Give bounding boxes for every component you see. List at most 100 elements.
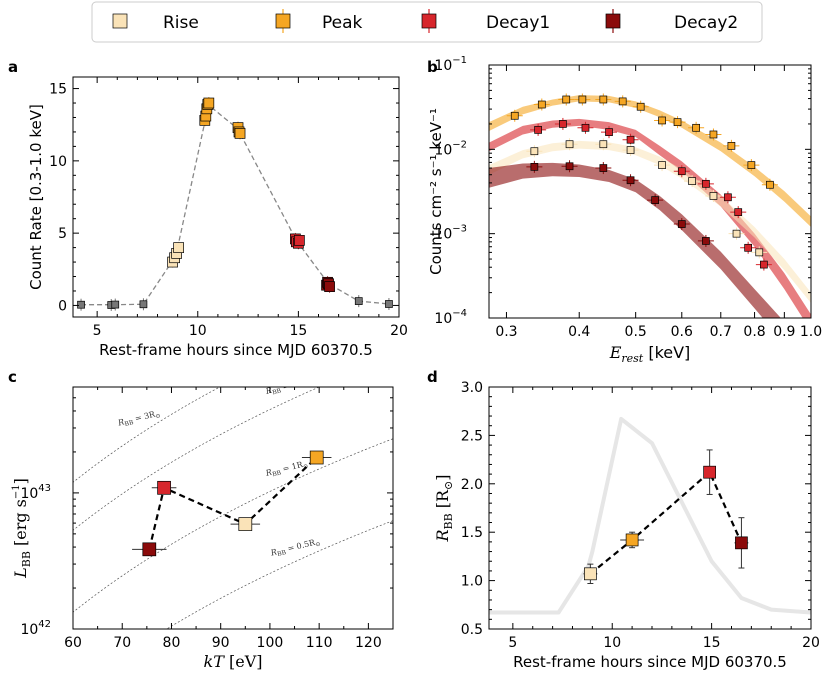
panel-a-xtick-label: 20 [390, 323, 408, 339]
panel-b-point-rise [732, 229, 741, 238]
panel-b-xtick-label: 0.3 [495, 324, 517, 340]
panel-b-ytick-exp: −4 [452, 308, 467, 319]
panel-b-point-decay1 [760, 260, 768, 269]
panel-b-point-rise [658, 161, 666, 169]
legend-marker-peak [275, 13, 291, 29]
panel-c-ylabel-unit: [erg s [11, 499, 30, 551]
panel-b-point-decay1 [534, 126, 542, 134]
panel-c-radius-label-sun: ⊙ [155, 412, 162, 420]
panel-c-radius-label-sun: ⊙ [302, 381, 309, 389]
panel-b-point-rise [755, 248, 764, 257]
panel-b-point-rise [626, 146, 635, 154]
panel-c-ytick-base: 10 [20, 486, 38, 502]
panel-label-a: a [8, 58, 18, 76]
panel-a-point-quiescent [139, 300, 148, 309]
panel-b-ytick-base: 10 [434, 227, 452, 243]
panel-b-point-decay2 [599, 164, 608, 172]
panel-b-point-decay2 [677, 220, 686, 228]
panel-b-xlabel-unit: [keV] [643, 343, 690, 362]
panel-d-ylabel: RBB [R⊙] [433, 474, 455, 542]
panel-c-xlabel-unit: [eV] [224, 652, 263, 671]
panel-c-xtick-label: 100 [257, 635, 284, 651]
panel-b-point-decay1 [581, 123, 590, 132]
panel-b-ytick-exp: −2 [452, 139, 467, 150]
legend: Rise Peak Decay1 Decay2 [91, 1, 763, 43]
panel-b-point-peak [578, 95, 587, 104]
panel-b-point-peak [562, 95, 571, 104]
panel-b-xlabel: Erest [keV] [609, 343, 691, 365]
panel-c-ytick-exp: 42 [38, 619, 51, 630]
panel-c-radius-label-main: R [264, 468, 273, 478]
panel-c-radius-curve [73, 387, 221, 483]
panel-a-point-peak [234, 128, 246, 139]
panel-c-ytick-label: 1043 [20, 483, 51, 502]
panel-d-ytick-label: 3.0 [461, 380, 483, 396]
panel-d-xtick-label: 15 [703, 635, 721, 651]
panel-d-ylabel-main: R [433, 529, 452, 542]
panel-b-ytick-base: 10 [434, 311, 452, 327]
panel-b-xtick-label: 0.5 [625, 324, 647, 340]
panel-b-model-band-peak [489, 95, 811, 227]
panel-a-ytick-label: 10 [49, 154, 67, 170]
panel-b-point-peak [618, 97, 627, 106]
panel-c-luminosity-temperature: RBB = 3R⊙RBB = 2R⊙RBB = 1R⊙RBB = 0.5R⊙60… [11, 381, 394, 671]
panel-a-point-decay1 [294, 235, 305, 246]
panel-d-point-rise [584, 567, 597, 581]
legend-marker-decay1 [421, 13, 437, 29]
panel-c-radius-label: RBB = 3R⊙ [116, 408, 161, 429]
panel-b-point-decay1 [626, 135, 635, 144]
panel-c-radius-label-sun: ⊙ [315, 541, 322, 549]
panel-b-ytick-exp: −3 [452, 224, 467, 235]
panel-b-point-rise [565, 140, 574, 149]
panel-d-ylabel-sub: BB [442, 513, 455, 529]
panel-d-ylabel-sun: ⊙ [442, 481, 455, 490]
panel-d-xtick-label: 20 [802, 635, 820, 651]
panel-b-point-decay1 [559, 120, 567, 128]
panel-c-xtick-label: 60 [64, 635, 82, 651]
panel-c-ylabel-sub: BB [20, 551, 33, 567]
panel-label-d: d [427, 368, 438, 386]
panel-c-xtick-label: 70 [113, 635, 131, 651]
panel-c-radius-label-eq: = 0.5R [284, 538, 317, 554]
panel-c-point-rise [238, 517, 253, 531]
panel-c-radius-label-main: R [269, 547, 278, 557]
panel-a-point-quiescent [385, 300, 393, 308]
legend-marker-decay2 [605, 13, 621, 29]
legend-label-rise: Rise [163, 13, 199, 33]
panel-c-point-peak [309, 450, 324, 465]
panel-b-point-peak [766, 180, 774, 189]
panel-b-point-decay1 [677, 167, 686, 176]
panel-d-ylabel-close: ] [433, 474, 452, 480]
panel-b-point-decay2 [702, 237, 710, 245]
panel-b-ytick-base: 10 [434, 58, 452, 74]
panel-a-ytick-label: 15 [49, 82, 67, 98]
panel-d-point-decay2 [735, 536, 748, 550]
legend-label-decay1: Decay1 [486, 13, 550, 33]
panel-b-xtick-label: 0.4 [568, 324, 590, 340]
panel-c-radius-label-main: R [116, 417, 125, 427]
panel-b-ytick-label: 10−2 [434, 139, 467, 158]
panel-d-ytick-label: 2.0 [461, 477, 483, 493]
panel-c-xlabel: kT [eV] [204, 652, 263, 671]
panel-b-point-rise [530, 147, 539, 156]
panel-label-b: b [427, 58, 438, 76]
panel-d-frame [488, 386, 812, 630]
panel-d-xtick-label: 10 [603, 635, 621, 651]
panel-d-ytick-label: 1.0 [461, 574, 483, 590]
panel-b-ytick-label: 10−4 [434, 308, 467, 327]
panel-a-ytick-label: 5 [58, 226, 67, 242]
panel-b-point-peak [673, 118, 682, 127]
panel-d-point-decay1 [703, 465, 716, 479]
panel-d-ytick-label: 2.5 [461, 428, 483, 444]
panel-c-radius-curve [73, 387, 321, 531]
panel-b-point-decay1 [724, 193, 732, 202]
panel-b-point-peak [599, 95, 608, 104]
legend-label-decay2: Decay2 [674, 13, 738, 33]
panel-b-point-peak [658, 116, 666, 125]
panel-b-point-peak [636, 102, 645, 111]
panel-c-radius-curve [73, 438, 393, 613]
panel-a-frame [72, 76, 400, 318]
panel-d-background-lightcurve [489, 416, 811, 615]
panel-a-point-quiescent [77, 300, 85, 309]
